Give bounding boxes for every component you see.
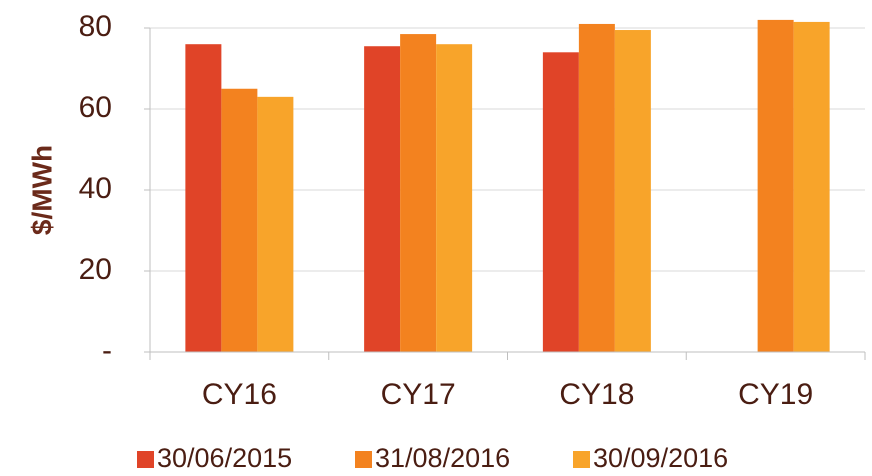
bar — [578, 23, 615, 352]
bar — [221, 88, 258, 352]
bar — [400, 34, 437, 352]
x-tick-label: CY17 — [381, 378, 456, 411]
bar — [614, 30, 651, 353]
bar — [257, 96, 294, 352]
legend-label: 30/09/2016 — [593, 443, 728, 473]
x-tick-label: CY18 — [559, 378, 634, 411]
y-tick-label: 20 — [79, 253, 112, 286]
y-axis-label: $/MWh — [26, 145, 57, 235]
x-tick-label: CY19 — [738, 378, 813, 411]
legend-swatch — [137, 451, 154, 468]
legend-swatch — [573, 451, 590, 468]
bar — [793, 21, 830, 353]
bar — [757, 19, 794, 353]
x-tick-label: CY16 — [202, 378, 277, 411]
legend-label: 31/08/2016 — [375, 443, 510, 473]
bar — [364, 46, 401, 352]
y-tick-label: 40 — [79, 172, 112, 205]
y-tick-label: - — [102, 334, 112, 367]
y-tick-label: 60 — [79, 91, 112, 124]
y-tick-label: 80 — [79, 10, 112, 43]
legend-swatch — [355, 451, 372, 468]
legend-label: 30/06/2015 — [157, 443, 292, 473]
bar — [185, 44, 222, 352]
bar — [542, 52, 579, 353]
bar — [436, 44, 473, 352]
